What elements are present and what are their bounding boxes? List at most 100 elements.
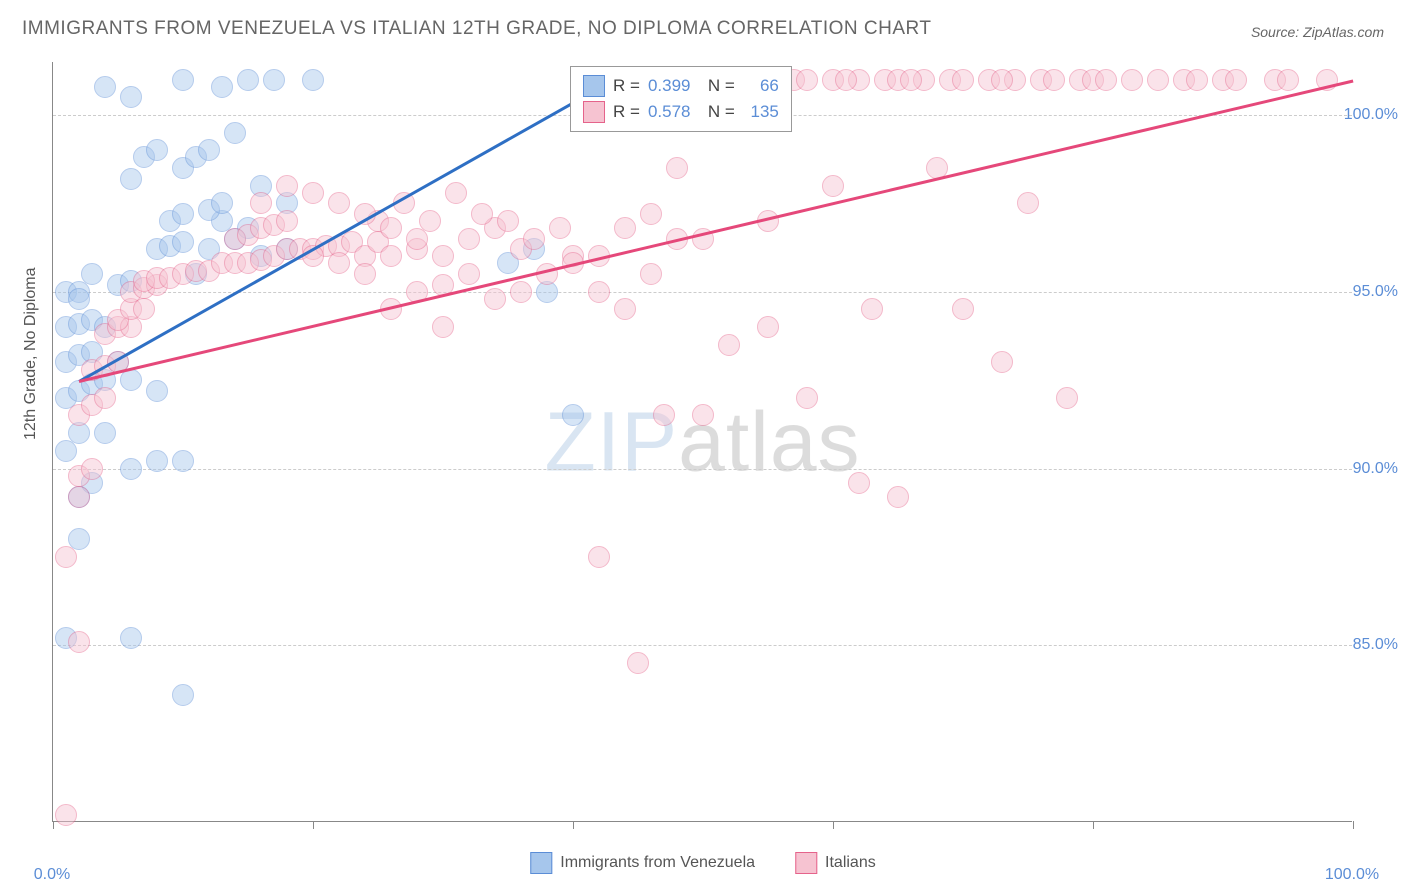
scatter-point <box>81 263 103 285</box>
scatter-point <box>120 627 142 649</box>
scatter-point <box>211 192 233 214</box>
scatter-point <box>1095 69 1117 91</box>
scatter-point <box>614 217 636 239</box>
y-tick-label: 85.0% <box>1353 636 1398 654</box>
scatter-point <box>172 684 194 706</box>
scatter-point <box>796 387 818 409</box>
scatter-point <box>1121 69 1143 91</box>
scatter-point <box>1186 69 1208 91</box>
y-tick-label: 90.0% <box>1353 460 1398 478</box>
scatter-point <box>172 231 194 253</box>
scatter-point <box>120 168 142 190</box>
scatter-point <box>1225 69 1247 91</box>
scatter-point <box>796 69 818 91</box>
source-attribution: Source: ZipAtlas.com <box>1251 24 1384 40</box>
scatter-point <box>887 486 909 508</box>
scatter-point <box>55 804 77 826</box>
scatter-point <box>627 652 649 674</box>
y-tick-label: 100.0% <box>1344 106 1398 124</box>
scatter-point <box>328 252 350 274</box>
gridline <box>53 645 1352 646</box>
stats-legend: R = 0.399 N = 66R = 0.578 N = 135 <box>570 66 792 132</box>
scatter-point <box>757 316 779 338</box>
scatter-point <box>328 192 350 214</box>
legend-label-italians: Italians <box>825 854 876 872</box>
legend-swatch-venezuela <box>530 852 552 874</box>
scatter-point <box>146 450 168 472</box>
scatter-point <box>432 245 454 267</box>
scatter-point <box>588 281 610 303</box>
scatter-point <box>406 228 428 250</box>
scatter-point <box>146 380 168 402</box>
scatter-point <box>952 69 974 91</box>
scatter-point <box>94 76 116 98</box>
gridline <box>53 292 1352 293</box>
scatter-point <box>835 69 857 91</box>
x-tick-label: 0.0% <box>34 866 70 884</box>
scatter-point <box>822 175 844 197</box>
stats-swatch <box>583 101 605 123</box>
legend-item-italians: Italians <box>795 852 876 874</box>
scatter-point <box>276 210 298 232</box>
scatter-point <box>458 228 480 250</box>
scatter-point <box>471 203 493 225</box>
scatter-point <box>549 217 571 239</box>
scatter-point <box>81 458 103 480</box>
scatter-point <box>120 86 142 108</box>
scatter-point <box>458 263 480 285</box>
stats-r-label: R = <box>613 76 640 96</box>
scatter-point <box>991 351 1013 373</box>
scatter-point <box>94 387 116 409</box>
legend-label-venezuela: Immigrants from Venezuela <box>560 854 755 872</box>
x-tick <box>1353 821 1354 829</box>
scatter-point <box>861 298 883 320</box>
scatter-point <box>432 316 454 338</box>
scatter-point <box>666 157 688 179</box>
scatter-point <box>640 203 662 225</box>
stats-swatch <box>583 75 605 97</box>
stats-n-value: 66 <box>743 76 779 96</box>
scatter-point <box>211 76 233 98</box>
scatter-point <box>68 631 90 653</box>
x-tick <box>833 821 834 829</box>
y-axis-label: 12th Grade, No Diploma <box>22 267 40 440</box>
scatter-point <box>1043 69 1065 91</box>
scatter-point <box>263 69 285 91</box>
scatter-point <box>198 139 220 161</box>
scatter-point <box>718 334 740 356</box>
scatter-point <box>588 546 610 568</box>
scatter-point <box>172 450 194 472</box>
scatter-point <box>653 404 675 426</box>
scatter-point <box>133 298 155 320</box>
scatter-point <box>55 546 77 568</box>
scatter-point <box>172 203 194 225</box>
scatter-point <box>562 404 584 426</box>
chart-title: IMMIGRANTS FROM VENEZUELA VS ITALIAN 12T… <box>22 18 931 40</box>
y-tick-label: 95.0% <box>1353 283 1398 301</box>
scatter-point <box>94 422 116 444</box>
scatter-point <box>484 288 506 310</box>
scatter-point <box>510 281 532 303</box>
stats-r-label: R = <box>613 102 640 122</box>
scatter-point <box>237 69 259 91</box>
scatter-point <box>523 228 545 250</box>
x-tick <box>313 821 314 829</box>
stats-legend-row: R = 0.399 N = 66 <box>583 73 779 99</box>
scatter-point <box>900 69 922 91</box>
scatter-point <box>302 182 324 204</box>
scatter-point <box>276 175 298 197</box>
plot-area: ZIPatlas <box>52 62 1352 822</box>
scatter-point <box>614 298 636 320</box>
scatter-point <box>445 182 467 204</box>
stats-r-value: 0.578 <box>648 102 691 122</box>
stats-n-value: 135 <box>743 102 779 122</box>
bottom-legend: Immigrants from Venezuela Italians <box>530 852 875 874</box>
x-tick <box>573 821 574 829</box>
x-tick <box>53 821 54 829</box>
scatter-point <box>68 288 90 310</box>
scatter-point <box>354 263 376 285</box>
scatter-point <box>497 210 519 232</box>
scatter-point <box>302 69 324 91</box>
scatter-point <box>1277 69 1299 91</box>
scatter-point <box>991 69 1013 91</box>
